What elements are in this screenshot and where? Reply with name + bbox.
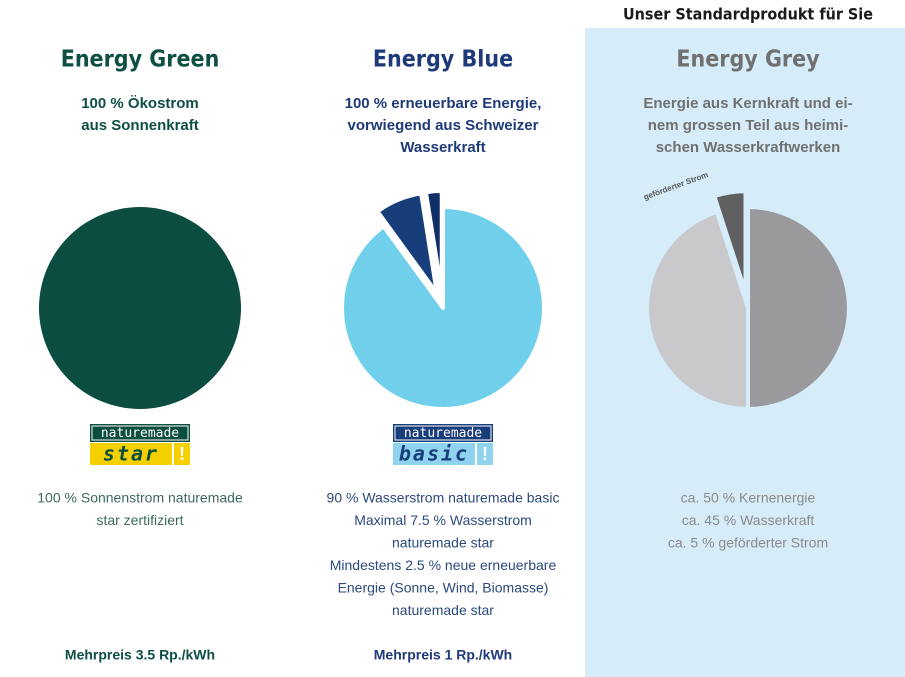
description-line: naturemade star [392,602,494,618]
logo-bottom [90,443,172,465]
pie-slice [645,209,750,411]
product-subtitle: Energie aus Kernkraft und ei- [643,95,852,112]
description-line: naturemade star [392,535,494,551]
description-line: Energie (Sonne, Wind, Biomasse) [338,580,549,596]
price: Mehrpreis 3.5 Rp./kWh [65,647,215,663]
logo-bottom [393,443,475,465]
logo-top [393,424,493,442]
pie-slice [39,207,241,409]
pie-slice [423,189,444,295]
logo-mark: ! [482,444,488,464]
product-title: Energy Blue [373,47,513,73]
pie-slice [340,205,546,411]
logo-mark-box [477,443,493,465]
logo-top-inner [91,425,189,441]
description-line: ca. 45 % Wasserkraft [682,512,815,528]
product-subtitle: schen Wasserkraftwerken [656,139,841,156]
logo-top-inner [394,425,492,441]
product-subtitle: Wasserkraft [400,139,485,156]
product-subtitle: aus Sonnenkraft [81,117,199,134]
description-line: Mindestens 2.5 % neue erneuerbare [330,557,557,573]
product-subtitle: 100 % Ökostrom [81,95,199,112]
description-line: star zertifiziert [96,512,183,528]
description-line: ca. 50 % Kernenergie [681,490,816,506]
product-title: Energy Grey [676,47,820,73]
pie-slice [375,191,439,296]
product-subtitle: vorwiegend aus Schweizer [348,117,539,134]
description-line: ca. 5 % geförderter Strom [668,535,828,551]
logo-bottom-text: star [103,442,159,466]
description-line: 100 % Sonnenstrom naturemade [37,490,243,506]
price: Mehrpreis 1 Rp./kWh [374,647,512,663]
header: Unser Standardprodukt für Sie [623,5,873,24]
logo-mark-box [174,443,190,465]
product-subtitle: nem grossen Teil aus heimi- [648,117,849,134]
description-line: Maximal 7.5 % Wasserstrom [354,512,532,528]
pie-slice [746,205,851,411]
logo-top [90,424,190,442]
logo-bottom-text: basic [399,442,469,466]
logo-top-text: naturemade [404,426,482,441]
product-subtitle: 100 % erneuerbare Energie, [345,95,542,112]
logo-top-text: naturemade [101,426,179,441]
description-line: 90 % Wasserstrom naturemade basic [327,490,560,506]
logo-mark: ! [179,444,185,464]
pie-slice [712,189,748,295]
product-title: Energy Green [61,47,220,73]
